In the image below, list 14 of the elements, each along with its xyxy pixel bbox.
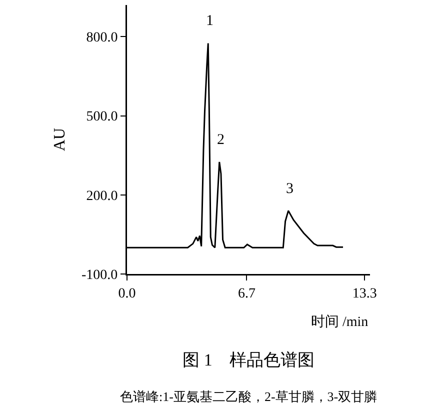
annotation: 1	[206, 13, 214, 29]
x-tick-label: 0.0	[118, 286, 136, 302]
annotation: 2	[217, 132, 224, 148]
y-axis-title: AU	[52, 128, 69, 152]
annotation: 3	[286, 181, 294, 197]
text: 色谱峰:1-亚氨基二乙酸，2-草甘膦，3-双甘膦	[120, 389, 378, 404]
text: 图 1 样品色谱图	[182, 350, 314, 370]
x-tick-label: 6.7	[238, 286, 256, 302]
y-tick-label: 500.0	[86, 110, 118, 125]
y-tick-label: 800.0	[86, 30, 118, 46]
x-axis-title: 时间 /min	[311, 314, 368, 330]
y-tick-label: -100.0	[82, 268, 118, 283]
y-tick-label: 200.0	[86, 188, 118, 204]
x-tick-label: 13.3	[352, 286, 377, 302]
